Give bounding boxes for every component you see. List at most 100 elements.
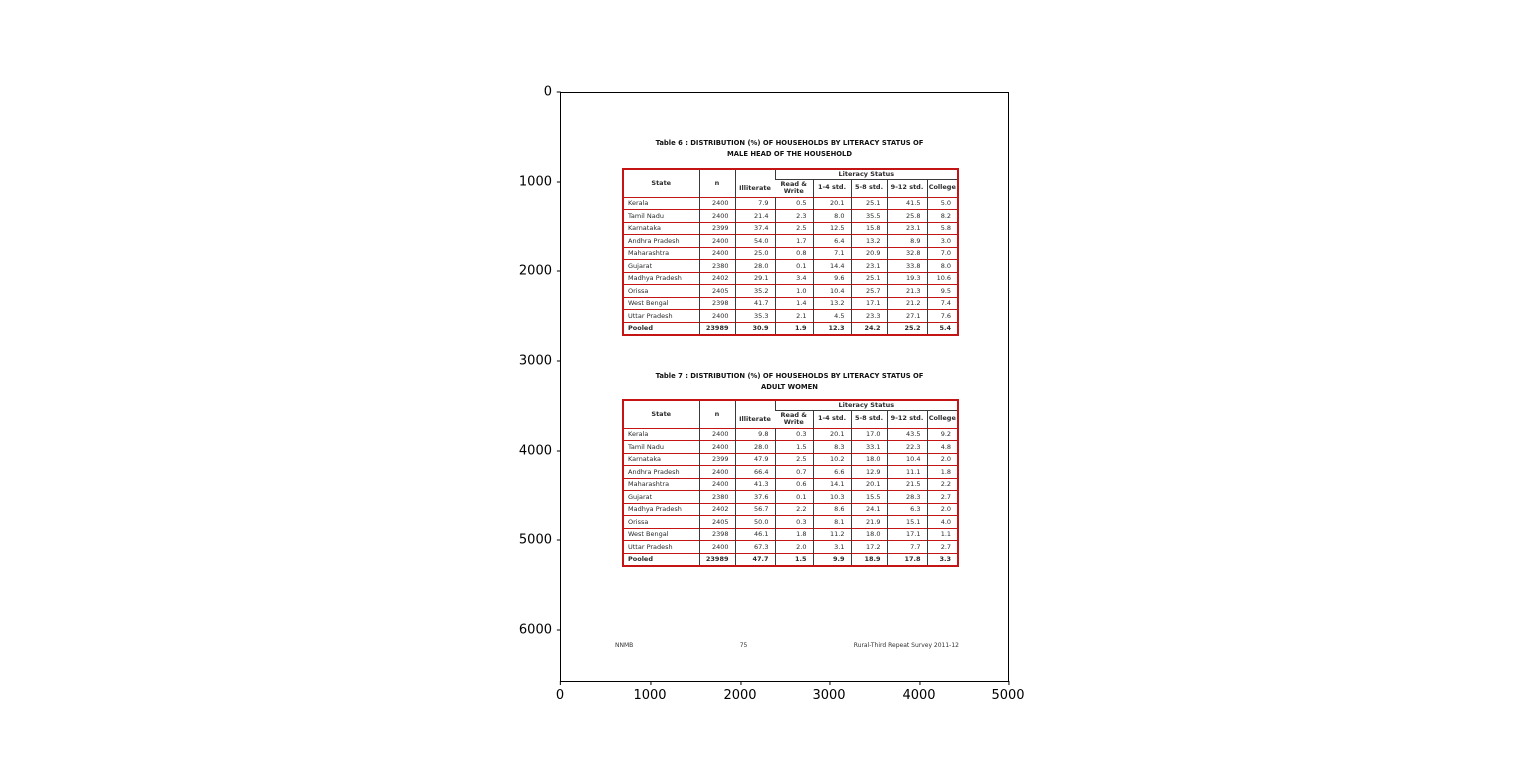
col-header: 9-12 std. xyxy=(886,410,927,428)
table-row: Karnataka 2399 37.4 2.5 12.5 15.8 23.1 5.8 xyxy=(623,222,959,235)
cell-value: 8.3 xyxy=(812,440,851,453)
table-row: Kerala 2400 9.8 0.3 20.1 17.0 43.5 9.2 xyxy=(623,428,959,441)
table-row: Andhra Pradesh 2400 54.0 1.7 6.4 13.2 8.9 3.0 xyxy=(623,234,959,247)
cell-value: 1.8 xyxy=(774,528,813,541)
cell-value: 33.8 xyxy=(886,259,927,272)
cell-value: 9.8 xyxy=(734,428,775,441)
cell-state: Tamil Nadu xyxy=(628,442,664,451)
cell-state: Karnataka xyxy=(628,455,661,463)
table-7-literacy-adult-women: State n Illiterate Literacy Status Read & Wr… xyxy=(622,399,960,567)
cell-value: 17.2 xyxy=(850,540,887,553)
cell-value: 2380 xyxy=(698,259,735,272)
cell-state: Kerala xyxy=(628,199,649,207)
cell-value: 41.5 xyxy=(886,197,927,210)
cell-value: 24.2 xyxy=(850,322,887,335)
col-header: College xyxy=(926,410,959,428)
cell-value: 12.3 xyxy=(812,322,851,335)
header-row-sub: Read & Write 1-4 std. 5-8 std. 9-12 std. Col… xyxy=(623,179,959,197)
cell-value: 2400 xyxy=(698,540,735,553)
cell-value: 7.7 xyxy=(886,540,927,553)
cell-value: 7.6 xyxy=(926,309,959,322)
table-6-literacy-male-head: State n Illiterate Literacy Status Read & Wr… xyxy=(622,168,960,336)
col-header-illiterate: Illiterate xyxy=(734,169,775,197)
table-row: Maharashtra 2400 25.0 0.8 7.1 20.9 32.8 7.0 xyxy=(623,247,959,260)
col-header: 1-4 std. xyxy=(812,179,851,197)
col-header: 5-8 std. xyxy=(850,179,887,197)
cell-value: 1.4 xyxy=(774,297,813,310)
x-tick-label: 4000 xyxy=(902,681,936,703)
cell-value: 7.1 xyxy=(812,247,851,260)
cell-value: 0.6 xyxy=(774,478,813,491)
cell-value: 8.2 xyxy=(926,209,959,222)
cell-value: 35.3 xyxy=(734,309,775,322)
cell-value: 2398 xyxy=(698,297,735,310)
cell-state: Andhra Pradesh xyxy=(628,236,680,245)
col-header-n: n xyxy=(698,169,735,197)
cell-value: 9.9 xyxy=(812,553,851,566)
cell-value: 2400 xyxy=(698,309,735,322)
cell-value: 46.1 xyxy=(734,528,775,541)
table-row: Maharashtra 2400 41.3 0.6 14.1 20.1 21.5 2.2 xyxy=(623,478,959,491)
cell-state: Uttar Pradesh xyxy=(628,542,673,551)
table-body: Kerala 2400 9.8 0.3 20.1 17.0 43.5 9.2 Tamil Nad… xyxy=(623,428,959,566)
cell-value: 14.4 xyxy=(812,259,851,272)
cell-value: 13.2 xyxy=(812,297,851,310)
header-row-sub: Read & Write 1-4 std. 5-8 std. 9-12 std. Col… xyxy=(623,410,959,428)
col-header-state: State xyxy=(651,409,672,418)
cell-value: 1.9 xyxy=(774,322,813,335)
table-body: Kerala 2400 7.9 0.5 20.1 25.1 41.5 5.0 Tamil Nad… xyxy=(623,197,959,335)
cell-value: 25.1 xyxy=(850,197,887,210)
cell-value: 37.4 xyxy=(734,222,775,235)
cell-value: 0.5 xyxy=(774,197,813,210)
cell-value: 1.1 xyxy=(926,528,959,541)
cell-value: 47.7 xyxy=(734,553,775,566)
cell-state: West Bengal xyxy=(628,530,669,538)
cell-value: 2400 xyxy=(698,197,735,210)
x-tick-label: 0 xyxy=(555,681,565,703)
cell-state: Pooled xyxy=(628,323,653,332)
cell-value: 25.7 xyxy=(850,284,887,297)
cell-value: 2400 xyxy=(698,478,735,491)
cell-value: 2402 xyxy=(698,272,735,285)
x-tick-label: 2000 xyxy=(723,681,757,703)
cell-value: 2.5 xyxy=(774,222,813,235)
cell-state: Gujarat xyxy=(628,492,653,501)
cell-value: 7.9 xyxy=(734,197,775,210)
cell-value: 1.0 xyxy=(774,284,813,297)
table-row: Uttar Pradesh 2400 67.3 2.0 3.1 17.2 7.7 2.7 xyxy=(623,540,959,553)
cell-value: 2.5 xyxy=(774,453,813,466)
footer-page-number: 75 xyxy=(739,642,748,649)
col-header: College xyxy=(926,179,959,197)
cell-value: 2.1 xyxy=(774,309,813,322)
cell-value: 35.5 xyxy=(850,209,887,222)
table-row: Gujarat 2380 28.0 0.1 14.4 23.1 33.8 8.0 xyxy=(623,259,959,272)
cell-value: 6.3 xyxy=(886,503,927,516)
table7-title-line2: ADULT WOMEN xyxy=(761,383,818,391)
cell-value: 2405 xyxy=(698,284,735,297)
cell-value: 8.0 xyxy=(812,209,851,222)
cell-value: 10.4 xyxy=(812,284,851,297)
cell-value: 25.0 xyxy=(734,247,775,260)
cell-value: 18.9 xyxy=(850,553,887,566)
header-row-top: State n Illiterate Literacy Status xyxy=(623,400,959,428)
cell-state: Maharashtra xyxy=(628,249,670,257)
cell-value: 5.4 xyxy=(926,322,959,335)
cell-value: 14.1 xyxy=(812,478,851,491)
cell-value: 17.0 xyxy=(850,428,887,441)
cell-state: West Bengal xyxy=(628,299,669,307)
cell-state: Gujarat xyxy=(628,261,653,270)
table-row: Orissa 2405 50.0 0.3 8.1 21.9 15.1 4.0 xyxy=(623,515,959,528)
cell-value: 7.4 xyxy=(926,297,959,310)
col-header-illiterate: Illiterate xyxy=(734,400,775,428)
table-header: State n Illiterate Literacy Status Read & Wr… xyxy=(623,400,959,428)
cell-value: 5.8 xyxy=(926,222,959,235)
x-tick-label: 3000 xyxy=(812,681,846,703)
cell-value: 67.3 xyxy=(734,540,775,553)
cell-value: 2400 xyxy=(698,440,735,453)
cell-value: 8.9 xyxy=(886,234,927,247)
table-row: Tamil Nadu 2400 21.4 2.3 8.0 35.5 25.8 8.2 xyxy=(623,209,959,222)
cell-value: 23.1 xyxy=(850,259,887,272)
cell-value: 2.2 xyxy=(926,478,959,491)
y-tick-label: 0 xyxy=(543,84,562,100)
cell-value: 23.1 xyxy=(886,222,927,235)
